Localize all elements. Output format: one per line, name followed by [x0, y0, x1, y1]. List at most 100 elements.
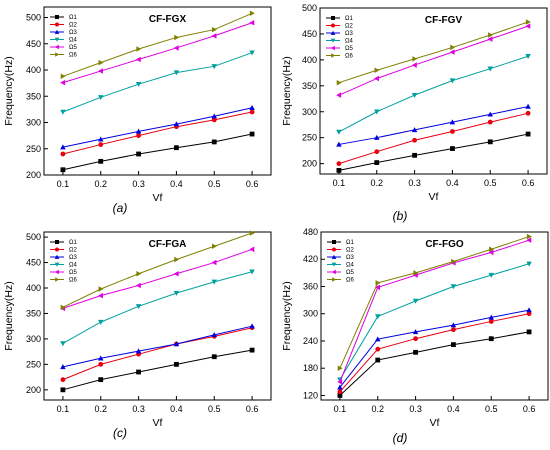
y-tick-label: 400 [302, 55, 317, 65]
data-point [451, 327, 456, 333]
x-tick-label: 0.5 [208, 179, 221, 189]
data-point [211, 64, 218, 70]
series-3 [337, 307, 532, 390]
data-point [413, 349, 418, 355]
data-point [525, 103, 531, 109]
data-point [135, 56, 141, 63]
series-line [338, 25, 529, 96]
chart-title: CF-FGX [149, 14, 187, 25]
data-point [449, 78, 456, 84]
data-point [412, 298, 419, 304]
data-point [98, 158, 104, 164]
y-tick-label: 300 [26, 334, 41, 344]
data-point [249, 347, 255, 353]
series-line [62, 248, 253, 309]
legend-label: Ω3 [346, 255, 354, 261]
data-point [374, 67, 380, 74]
data-point [526, 307, 532, 313]
data-point [173, 341, 180, 347]
x-tick-label: 0.5 [208, 404, 221, 414]
legend-marker [332, 240, 336, 244]
data-point [173, 290, 180, 296]
series-line [338, 21, 529, 84]
x-axis-title: Vf [430, 417, 440, 429]
data-point [413, 336, 418, 342]
data-point [487, 111, 494, 117]
series-2 [337, 311, 532, 395]
legend-marker [55, 247, 59, 252]
x-tick-label: 0.3 [132, 404, 145, 414]
y-tick-label: 250 [302, 133, 317, 143]
legend-marker [331, 262, 337, 267]
legend-marker [332, 277, 337, 282]
data-point [249, 50, 255, 56]
data-point [488, 249, 494, 256]
legend-label: Ω1 [69, 240, 77, 246]
y-tick-label: 250 [26, 144, 41, 154]
series-6 [337, 233, 532, 371]
x-tick-label: 0.4 [447, 404, 460, 414]
y-tick-label: 450 [302, 29, 317, 39]
x-tick-label: 0.3 [408, 178, 421, 188]
y-tick-label: 350 [302, 81, 317, 91]
series-1 [60, 131, 255, 173]
series-line [339, 236, 530, 369]
legend-marker [54, 44, 59, 50]
plot-frame [43, 6, 272, 176]
y-tick-label: 400 [26, 283, 41, 293]
data-point [173, 270, 179, 277]
data-point [525, 110, 531, 116]
data-point [336, 92, 342, 98]
series-5 [60, 19, 255, 86]
data-point [211, 113, 218, 119]
series-1 [60, 347, 255, 393]
data-point [60, 73, 66, 80]
y-tick-label: 300 [26, 118, 41, 128]
data-point [249, 19, 255, 26]
data-point [487, 139, 493, 145]
legend-marker [332, 247, 336, 252]
legend-marker [54, 29, 60, 34]
y-tick-label: 420 [303, 254, 318, 264]
data-point [173, 121, 180, 127]
x-axis-title: Vf [153, 192, 163, 204]
data-point [374, 149, 380, 155]
y-tick-label: 500 [302, 3, 317, 13]
data-point [136, 270, 142, 277]
data-point [412, 152, 417, 158]
data-point [526, 311, 532, 317]
legend-marker [55, 15, 59, 19]
data-point [136, 46, 142, 52]
series-line [339, 239, 530, 383]
data-point [336, 79, 342, 86]
data-point [212, 243, 218, 250]
legend-marker [330, 45, 335, 51]
data-point [374, 336, 381, 342]
legend-label: Ω4 [345, 39, 353, 45]
data-point [373, 109, 380, 115]
series-line [62, 349, 253, 391]
data-point [450, 129, 455, 134]
y-axis-title: Frequency(Hz) [281, 281, 293, 350]
series-line [338, 112, 529, 165]
data-point [174, 34, 180, 41]
data-point [211, 354, 217, 360]
data-point [336, 129, 342, 135]
data-point [135, 304, 142, 310]
data-point [450, 44, 456, 51]
data-point [249, 105, 255, 111]
data-point [173, 45, 179, 51]
chart-title: CF-FGO [425, 239, 464, 250]
y-tick-label: 450 [26, 39, 41, 49]
legend-marker [330, 30, 336, 35]
data-point [97, 319, 104, 325]
legend-marker [331, 23, 335, 28]
legend-marker [55, 22, 59, 27]
data-point [450, 322, 457, 328]
data-point [173, 70, 180, 76]
series-3 [336, 103, 531, 147]
data-point [374, 314, 381, 320]
